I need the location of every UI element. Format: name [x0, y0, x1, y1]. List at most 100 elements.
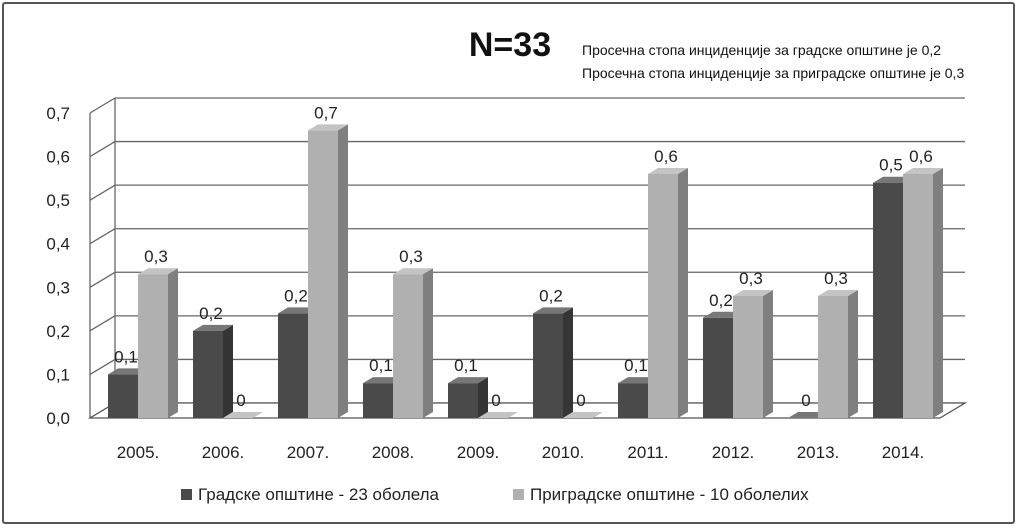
bar-side [848, 290, 858, 418]
bar-side [933, 168, 943, 418]
y-tick-label: 0,4 [46, 235, 70, 254]
chart-subtitle-suburban: Просечна стопа инциденције за приградске… [582, 65, 964, 81]
y-tick-label: 0,1 [46, 365, 70, 384]
bar-urban [533, 307, 573, 418]
y-tick-label: 0,0 [46, 409, 70, 428]
bar-suburban [393, 268, 433, 418]
bar-side [678, 168, 688, 418]
y-tick-label: 0,6 [46, 148, 70, 167]
bar-suburban [223, 412, 263, 418]
y-tick-label: 0,5 [46, 191, 70, 210]
gridline-side [89, 228, 116, 245]
bar-side [223, 324, 233, 418]
bar-front [873, 182, 903, 418]
bar-side [563, 307, 573, 418]
bar-top [478, 412, 518, 418]
data-label: 0,6 [909, 147, 933, 166]
bar-top [533, 307, 573, 314]
x-tick-label: 2006. [202, 443, 245, 462]
gridline-side [89, 141, 116, 158]
bar-top [733, 290, 773, 296]
data-label: 0,3 [399, 247, 423, 266]
bar-suburban [818, 290, 858, 418]
bar-front [278, 313, 308, 418]
data-label: 0,6 [654, 147, 678, 166]
x-tick-label: 2013. [797, 443, 840, 462]
bar-top [563, 412, 603, 418]
gridline-side [89, 358, 116, 375]
bar-top [138, 268, 178, 275]
x-tick-label: 2012. [712, 443, 755, 462]
data-label: 0,3 [739, 269, 763, 288]
bar-top [223, 412, 263, 418]
bar-side [168, 268, 178, 418]
bar-side [763, 290, 773, 418]
gridline-side [89, 184, 116, 201]
legend-label-urban: Градске општине - 23 оболела [198, 485, 440, 504]
bar-suburban [648, 168, 688, 418]
bar-front [733, 296, 763, 418]
bar-top [448, 377, 488, 384]
chart-frame [2, 2, 1015, 524]
data-label: 0 [491, 391, 500, 410]
x-tick-label: 2014. [882, 443, 925, 462]
bar-front [448, 383, 478, 418]
legend-label-suburban: Приградске општине - 10 оболелих [530, 485, 809, 504]
data-label: 0 [801, 391, 810, 410]
bar-front [818, 296, 848, 418]
y-tick-label: 0,7 [46, 104, 70, 123]
x-tick-label: 2005. [117, 443, 160, 462]
bar-side [478, 377, 488, 418]
bar-front [903, 174, 933, 418]
legend-swatch-suburban [513, 489, 524, 500]
data-label: 0 [576, 391, 585, 410]
x-tick-label: 2010. [542, 443, 585, 462]
bar-front [393, 274, 423, 418]
bar-suburban [308, 124, 348, 418]
bar-front [193, 330, 223, 418]
data-label: 0 [236, 391, 245, 410]
x-tick-label: 2009. [457, 443, 500, 462]
bar-suburban [478, 412, 518, 418]
bar-side [338, 124, 348, 418]
bar-suburban [138, 268, 178, 418]
data-label: 0,2 [284, 286, 308, 305]
bar-urban [193, 324, 233, 418]
x-tick-label: 2008. [372, 443, 415, 462]
bar-suburban [903, 168, 943, 418]
bar-suburban [733, 290, 773, 418]
chart-subtitle-urban: Просечна стопа инциденције за градске оп… [582, 42, 941, 58]
legend-swatch-urban [181, 489, 192, 500]
y-tick-label: 0,2 [46, 322, 70, 341]
bar-suburban [563, 412, 603, 418]
data-label: 0,2 [539, 286, 563, 305]
bar-front [363, 383, 393, 418]
data-label: 0,2 [199, 304, 223, 323]
bar-top [903, 168, 943, 174]
bar-front [648, 174, 678, 418]
x-tick-label: 2011. [627, 443, 668, 462]
y-tick-label: 0,3 [46, 278, 70, 297]
data-label: 0,3 [824, 269, 848, 288]
x-tick-label: 2007. [287, 443, 330, 462]
bar-urban [448, 377, 488, 418]
chart-title: N=33 [469, 26, 551, 64]
data-label: 0,1 [624, 356, 648, 375]
bar-top [308, 124, 348, 131]
bar-top [818, 290, 858, 296]
bar-top [648, 168, 688, 174]
data-label: 0,3 [144, 247, 168, 266]
data-label: 0,7 [314, 103, 338, 122]
gridline-side [89, 315, 116, 332]
data-label: 0,1 [369, 356, 393, 375]
data-label: 0,2 [709, 291, 733, 310]
gridline-side [89, 97, 116, 114]
bar-front [533, 313, 563, 418]
bar-side [423, 268, 433, 418]
data-label: 0,1 [454, 356, 478, 375]
bar-front [138, 274, 168, 418]
bar-front [703, 317, 733, 418]
bar-front [618, 383, 648, 418]
bar-front [308, 130, 338, 418]
